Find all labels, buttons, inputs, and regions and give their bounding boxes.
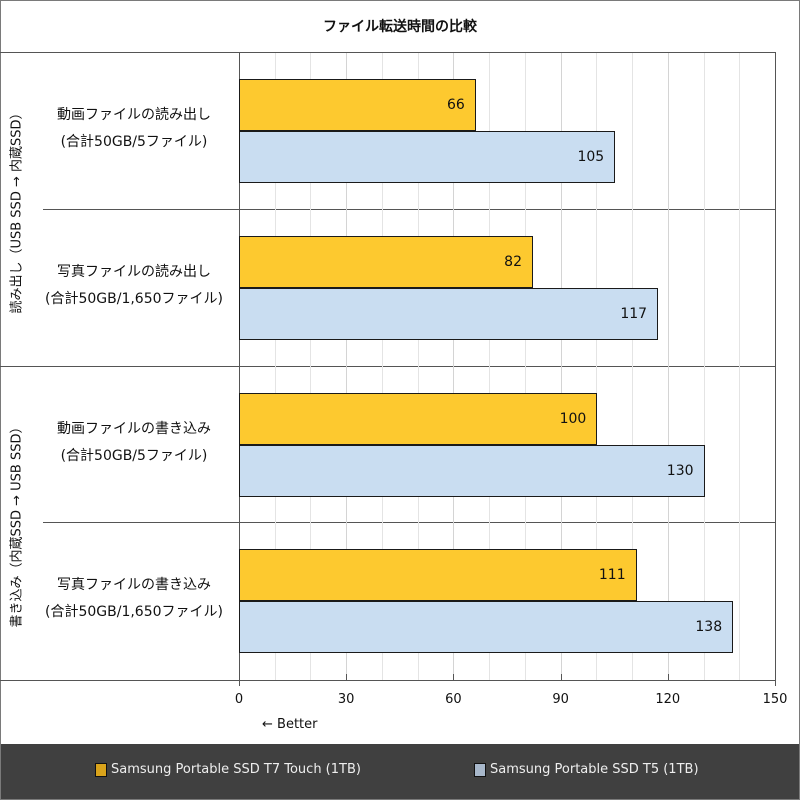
plot-bottom-border xyxy=(0,680,776,681)
x-axis-label: ← Better xyxy=(262,717,318,732)
gridline xyxy=(453,53,455,680)
legend-swatch-t5 xyxy=(474,762,486,777)
x-tick-label: 60 xyxy=(445,692,462,707)
bar-value-label: 105 xyxy=(577,149,605,165)
bar-t5: 138 xyxy=(239,601,734,653)
plot-right-border xyxy=(775,52,776,686)
legend-item-t7: Samsung Portable SSD T7 Touch (1TB) xyxy=(95,762,361,777)
category-label-line1: 写真ファイルの書き込み xyxy=(57,577,211,593)
category-label: 写真ファイルの読み出し (合計50GB/1,650ファイル) xyxy=(30,259,238,313)
x-tick-label: 90 xyxy=(552,692,569,707)
bar-t7-touch: 82 xyxy=(239,236,533,288)
gridline xyxy=(632,53,634,680)
bar-value-label: 66 xyxy=(447,97,465,113)
legend-item-t5: Samsung Portable SSD T5 (1TB) xyxy=(474,762,699,777)
x-tick-label: 120 xyxy=(655,692,681,707)
x-tick xyxy=(346,674,348,680)
bar-value-label: 100 xyxy=(559,411,587,427)
category-divider xyxy=(43,209,776,210)
category-label: 動画ファイルの書き込み (合計50GB/5ファイル) xyxy=(30,416,238,470)
x-tick-label: 30 xyxy=(337,692,355,707)
x-tick xyxy=(560,674,562,680)
group-label-read: 読み出し（USB SSD → 内蔵SSD） xyxy=(9,105,25,314)
legend: Samsung Portable SSD T7 Touch (1TB) Sams… xyxy=(1,744,799,799)
category-label-line2: (合計50GB/5ファイル) xyxy=(60,134,208,150)
gridline xyxy=(703,53,705,680)
bar-value-label: 138 xyxy=(695,619,723,635)
chart-title: ファイル転送時間の比較 xyxy=(323,19,477,35)
gridline xyxy=(417,53,419,680)
x-tick-label: 150 xyxy=(762,692,788,707)
x-tick-label: 0 xyxy=(234,692,244,707)
x-tick xyxy=(239,674,240,680)
bar-t7-touch: 66 xyxy=(239,79,476,131)
x-tick xyxy=(775,674,776,680)
bar-t7-touch: 111 xyxy=(239,549,637,601)
bar-t5: 105 xyxy=(239,131,616,183)
gridline xyxy=(524,53,526,680)
gridline xyxy=(381,53,383,680)
y-axis-line xyxy=(239,52,240,686)
gridline xyxy=(739,53,741,680)
category-label: 動画ファイルの読み出し (合計50GB/5ファイル) xyxy=(30,102,238,156)
x-tick xyxy=(453,674,455,680)
category-label: 写真ファイルの書き込み (合計50GB/1,650ファイル) xyxy=(30,572,238,626)
legend-swatch-t7 xyxy=(95,762,107,777)
bar-value-label: 130 xyxy=(666,463,694,479)
category-label-line1: 動画ファイルの書き込み xyxy=(57,421,211,437)
category-label-line2: (合計50GB/1,650ファイル) xyxy=(45,291,223,307)
gridline xyxy=(667,53,669,680)
gridline xyxy=(560,53,562,680)
bar-value-label: 82 xyxy=(504,254,522,270)
category-label-line2: (合計50GB/1,650ファイル) xyxy=(45,604,223,620)
gridline xyxy=(274,53,276,680)
bar-t7-touch: 100 xyxy=(239,393,598,445)
gridline xyxy=(346,53,348,680)
gridline xyxy=(596,53,598,680)
plot-top-border xyxy=(0,52,776,53)
category-label-line1: 写真ファイルの読み出し xyxy=(57,264,211,280)
group-divider xyxy=(0,366,776,367)
bar-value-label: 117 xyxy=(620,306,648,322)
bar-t5: 130 xyxy=(239,445,705,497)
gridline xyxy=(489,53,491,680)
category-label-line1: 動画ファイルの読み出し xyxy=(57,107,211,123)
group-label-write: 書き込み（内蔵SSD → USB SSD） xyxy=(9,419,25,628)
category-divider xyxy=(43,522,776,523)
gridline xyxy=(310,53,312,680)
bar-value-label: 111 xyxy=(598,567,626,583)
category-label-line2: (合計50GB/5ファイル) xyxy=(60,448,208,464)
x-tick xyxy=(667,674,669,680)
bar-t5: 117 xyxy=(239,288,659,340)
